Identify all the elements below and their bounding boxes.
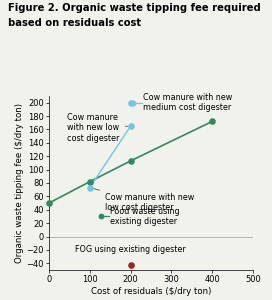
Text: Figure 2. Organic waste tipping fee required: Figure 2. Organic waste tipping fee requ… (8, 3, 261, 13)
Point (128, 158, 133, 163)
Point (128, 100, 133, 105)
Point (210, 119, 214, 124)
Text: Cow manure with new
low cost digester: Cow manure with new low cost digester (92, 188, 194, 212)
Text: Cow manure with new
medium cost digester: Cow manure with new medium cost digester (143, 93, 232, 112)
Point (47, 201, 51, 206)
Point (128, 124, 133, 128)
Text: Cow manure
with new low
cost digester: Cow manure with new low cost digester (67, 113, 128, 142)
Point (128, 262, 133, 267)
Point (98, 214, 103, 219)
X-axis label: Cost of residuals ($/dry ton): Cost of residuals ($/dry ton) (91, 286, 211, 296)
Text: based on residuals cost: based on residuals cost (8, 18, 141, 28)
Text: Food waste using
existing digester: Food waste using existing digester (110, 207, 180, 226)
Y-axis label: Organic waste tipping fee ($/dry ton): Organic waste tipping fee ($/dry ton) (15, 103, 24, 263)
Text: FOG using existing digester: FOG using existing digester (76, 245, 186, 254)
Point (88, 179, 92, 184)
Point (131, 100, 135, 105)
Point (88, 185, 92, 190)
